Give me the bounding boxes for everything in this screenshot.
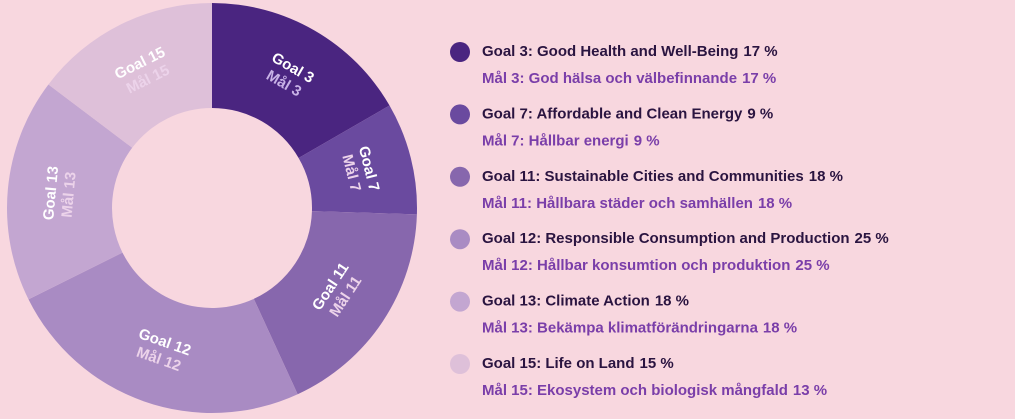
legend-sv: Mål 15: Ekosystem och biologisk mångfald…	[482, 382, 827, 399]
legend-dot	[450, 166, 470, 187]
legend-value: 18 %	[809, 168, 843, 185]
legend-en: Goal 11: Sustainable Cities and Communit…	[482, 168, 843, 185]
donut-slice	[48, 3, 213, 148]
legend-en: Goal 7: Affordable and Clean Energy 9 %	[482, 105, 773, 122]
legend-name-sv: Mål 3: God hälsa och välbefinnande	[482, 70, 737, 87]
legend-name-sv: Mål 11: Hållbara städer och samhällen	[482, 195, 753, 212]
legend-dot	[450, 104, 470, 125]
legend-name-sv: Mål 12: Hållbar konsumtion och produktio…	[482, 257, 790, 274]
legend-value-sv: 18 %	[763, 320, 797, 337]
legend-sv: Mål 13: Bekämpa klimatförändringarna 18 %	[482, 320, 797, 337]
legend-value: 18 %	[655, 293, 689, 310]
legend-value-sv: 13 %	[793, 382, 827, 399]
donut-slice	[28, 252, 298, 413]
legend-dot	[450, 291, 470, 312]
legend-name-sv: Mål 15: Ekosystem och biologisk mångfald	[482, 382, 788, 399]
legend-dot	[450, 354, 470, 374]
legend-name: Goal 7: Affordable and Clean Energy	[482, 105, 743, 122]
legend-sv: Mål 12: Hållbar konsumtion och produktio…	[482, 257, 830, 274]
legend-value: 17 %	[743, 43, 777, 60]
legend-dot	[450, 229, 470, 250]
legend-value-sv: 25 %	[795, 257, 829, 274]
legend-sv: Mål 11: Hållbara städer och samhällen 18 …	[482, 195, 792, 212]
legend-en: Goal 15: Life on Land 15 %	[482, 355, 674, 372]
legend-name: Goal 3: Good Health and Well-Being	[482, 43, 738, 60]
legend-value: 25 %	[855, 230, 889, 247]
legend-name: Goal 15: Life on Land	[482, 355, 635, 372]
legend-en: Goal 3: Good Health and Well-Being 17 %	[482, 43, 778, 60]
legend-name: Goal 12: Responsible Consumption and Pro…	[482, 230, 850, 247]
donut-slice	[212, 3, 390, 158]
legend-value-sv: 17 %	[742, 70, 776, 87]
legend-dot	[450, 42, 470, 62]
legend-en: Goal 12: Responsible Consumption and Pro…	[482, 230, 889, 247]
legend-sv: Mål 7: Hållbar energi 9 %	[482, 132, 660, 149]
legend-value-sv: 9 %	[634, 132, 660, 149]
legend-name: Goal 13: Climate Action	[482, 293, 650, 310]
legend-value-sv: 18 %	[758, 195, 792, 212]
slice-label-en: Goal 13	[40, 165, 62, 221]
legend-name: Goal 11: Sustainable Cities and Communit…	[482, 168, 804, 185]
legend-name-sv: Mål 7: Hållbar energi	[482, 132, 629, 149]
donut-slice	[6, 84, 133, 300]
legend-sv: Mål 3: God hälsa och välbefinnande 17 %	[482, 70, 776, 87]
legend-value: 15 %	[640, 355, 674, 372]
legend-name-sv: Mål 13: Bekämpa klimatförändringarna	[482, 320, 759, 337]
legend-en: Goal 13: Climate Action 18 %	[482, 293, 689, 310]
donut-slice	[253, 211, 417, 395]
slice-label-sv: Mål 13	[59, 171, 80, 218]
legend-value: 9 %	[747, 105, 773, 122]
donut-slice	[298, 105, 417, 215]
